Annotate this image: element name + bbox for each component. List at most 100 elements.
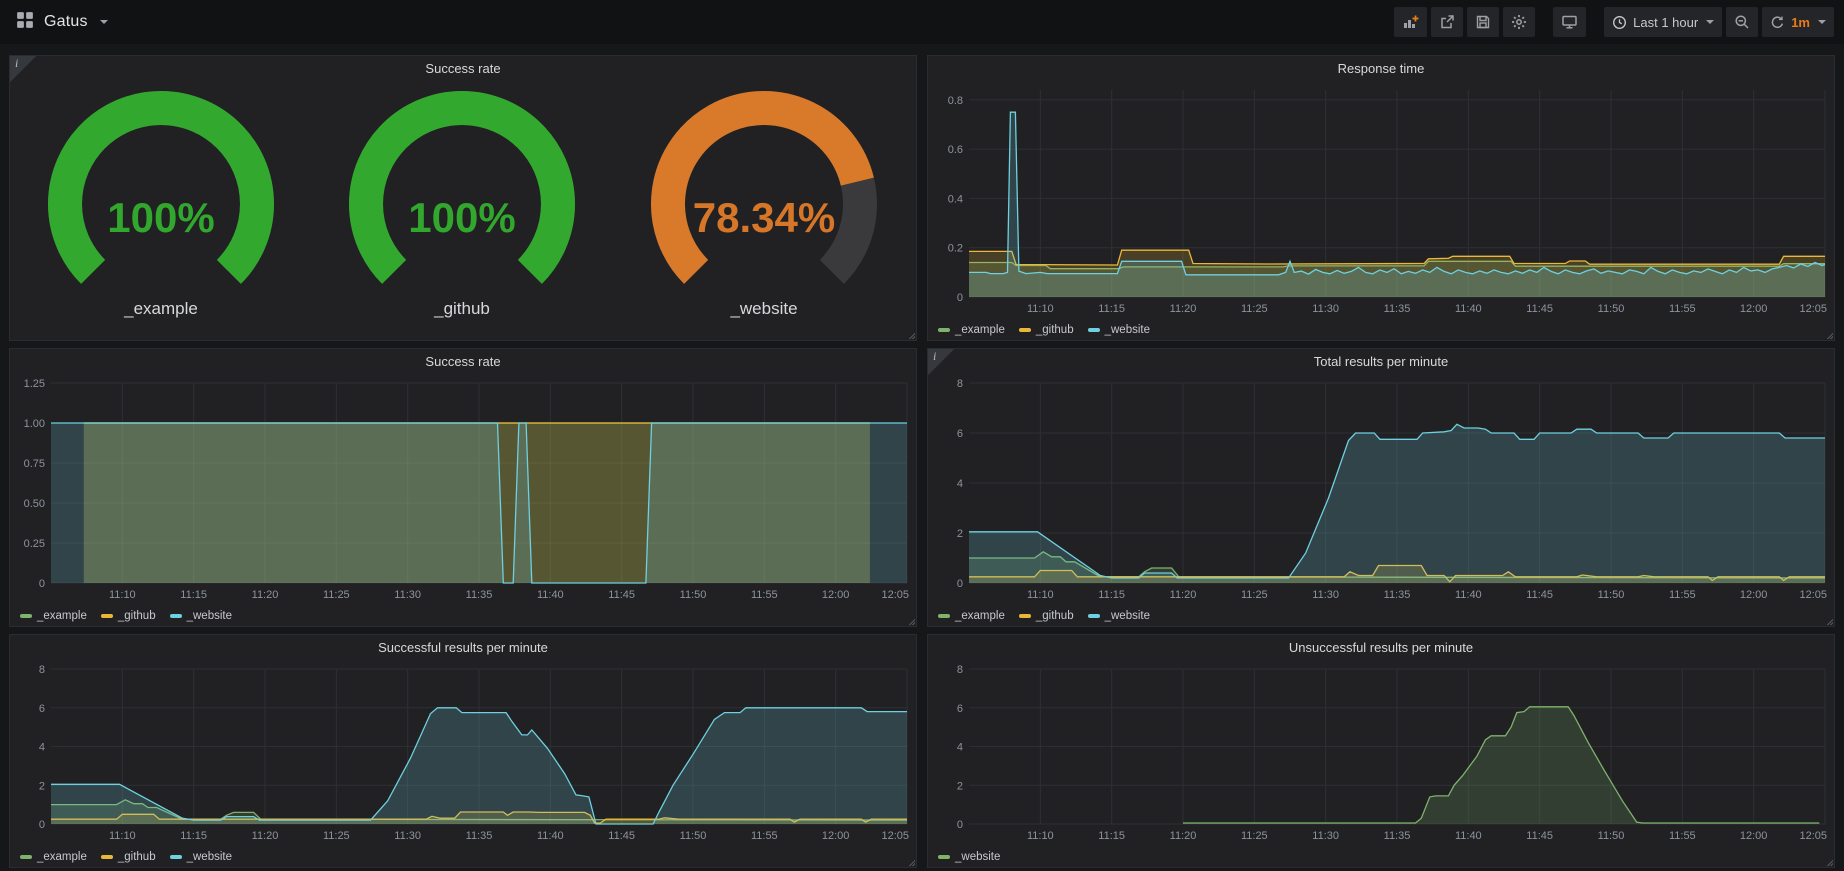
gauge-chart: 100% _github [349,91,576,318]
svg-text:0: 0 [957,819,963,831]
panel-info-corner[interactable]: i [928,349,954,375]
legend-item[interactable]: _website [1087,610,1150,622]
svg-text:11:40: 11:40 [1455,303,1482,315]
unsuccessful-results-chart[interactable]: 0 2 4 6 8 11:10 11:15 11:20 11:25 11:30 11:35 11:40… [929,661,1833,844]
panel-resize-handle[interactable] [1825,617,1833,625]
gauge-label: _github [433,299,490,318]
panel-resize-handle[interactable] [1825,858,1833,866]
legend-item[interactable]: _github [1018,324,1074,336]
response-time-chart[interactable]: 0 0.2 0.4 0.6 0.8 11:10 11:15 11:20 11:25 11:30 11… [929,82,1833,317]
panel-title[interactable]: Successful results per minute [378,640,548,655]
legend-item[interactable]: _website [169,610,232,622]
panel-title[interactable]: Success rate [425,354,501,369]
svg-text:11:25: 11:25 [1241,830,1268,842]
legend-series-swatch [938,614,950,618]
save-icon [1475,14,1491,30]
gauge-_example: 100% _example [11,82,312,339]
svg-text:11:10: 11:10 [109,830,136,842]
save-dashboard-button[interactable] [1467,7,1500,37]
svg-text:6: 6 [957,428,963,440]
add-panel-button[interactable] [1394,7,1428,37]
total-results-chart[interactable]: 0 2 4 6 8 11:10 11:15 11:20 11:25 11:30 11:35 11:40… [929,375,1833,603]
svg-text:11:10: 11:10 [109,589,136,601]
svg-text:2: 2 [957,528,963,540]
svg-text:11:30: 11:30 [394,589,421,601]
panel-title[interactable]: Unsuccessful results per minute [1288,640,1474,655]
svg-text:11:50: 11:50 [680,589,707,601]
legend-item[interactable]: _example [938,324,1005,336]
panel-resize-handle[interactable] [1825,331,1833,339]
legend-item[interactable]: _example [20,610,87,622]
svg-text:12:05: 12:05 [1799,589,1827,601]
legend-item[interactable]: _website [938,851,1000,863]
chart-legend: _example _github _website [938,610,1150,622]
panel-unsuccessful-results: Unsuccessful results per minute 0 2 4 6 8 11:… [927,634,1835,868]
dashboard-settings-button[interactable] [1503,7,1536,37]
svg-text:0: 0 [39,819,45,831]
legend-item[interactable]: _github [1018,610,1074,622]
grafana-logo-grid-icon[interactable] [16,11,34,34]
gauge-_github: 100% _github [312,82,613,339]
legend-item[interactable]: _website [1087,324,1150,336]
cycle-view-mode-button[interactable] [1553,7,1587,37]
legend-series-swatch [1018,614,1031,618]
gauge-chart: 100% _example [48,91,274,318]
svg-text:12:00: 12:00 [1740,830,1768,842]
success-rate-chart[interactable]: 0 0.25 0.50 0.75 1.00 1.25 11:10 11:15 11:20 11:2… [11,375,915,603]
svg-text:11:30: 11:30 [1312,830,1339,842]
svg-text:11:20: 11:20 [1170,830,1197,842]
legend-item[interactable]: _example [20,851,87,863]
time-range-label: Last 1 hour [1633,14,1699,30]
svg-text:0.25: 0.25 [24,538,45,550]
panel-success-rate-gauges: i Success rate 100% _example 100% _github 78… [9,55,917,341]
svg-text:11:50: 11:50 [1598,830,1625,842]
legend-item[interactable]: _example [938,610,1005,622]
svg-text:11:25: 11:25 [323,830,350,842]
gauge-label: _website [729,299,797,318]
info-icon: i [15,56,19,70]
svg-text:12:05: 12:05 [1799,830,1827,842]
dashboard-title[interactable]: Gatus [44,13,88,30]
panel-total-results: i Total results per minute 0 2 4 6 8 11:10 11:… [927,348,1835,627]
legend-series-label: _github [117,851,156,863]
legend-item[interactable]: _github [100,610,156,622]
add-panel-icon [1402,14,1419,30]
legend-item[interactable]: _github [100,851,156,863]
svg-text:11:55: 11:55 [1669,303,1696,315]
legend-series-label: _example [37,851,87,863]
legend-item[interactable]: _website [169,851,232,863]
svg-text:11:10: 11:10 [1027,830,1054,842]
panel-resize-handle[interactable] [907,617,915,625]
panel-resize-handle[interactable] [907,858,915,866]
zoom-out-button[interactable] [1726,7,1759,37]
refresh-icon [1770,15,1785,30]
share-icon [1439,14,1455,30]
panel-title[interactable]: Total results per minute [1313,354,1449,369]
panel-resize-handle[interactable] [907,331,915,339]
svg-text:0.50: 0.50 [24,498,45,510]
svg-text:11:55: 11:55 [1669,589,1696,601]
gauge-label: _example [123,299,198,318]
svg-text:12:00: 12:00 [822,830,850,842]
top-navbar: Gatus [0,0,1844,44]
legend-series-swatch [20,855,32,859]
successful-results-chart[interactable]: 0 2 4 6 8 11:10 11:15 11:20 11:25 11:30 11:35 11:40… [11,661,915,844]
share-dashboard-button[interactable] [1431,7,1464,37]
svg-text:12:00: 12:00 [1740,589,1768,601]
legend-series-swatch [100,614,113,618]
panel-title[interactable]: Success rate [425,61,501,76]
svg-text:11:10: 11:10 [1027,303,1054,315]
svg-text:11:30: 11:30 [1312,303,1339,315]
refresh-picker[interactable]: 1m [1762,7,1834,37]
legend-series-label: _website [186,851,232,863]
dashboard-picker-caret-icon[interactable] [99,20,108,24]
svg-text:8: 8 [957,378,963,390]
legend-series-swatch [938,855,950,859]
panel-title[interactable]: Response time [1337,61,1425,76]
panel-info-corner[interactable]: i [10,56,36,82]
svg-text:12:00: 12:00 [1740,303,1768,315]
svg-text:12:05: 12:05 [1799,303,1827,315]
time-range-picker[interactable]: Last 1 hour [1604,7,1723,37]
svg-text:11:35: 11:35 [1384,303,1411,315]
svg-text:11:55: 11:55 [1669,830,1696,842]
